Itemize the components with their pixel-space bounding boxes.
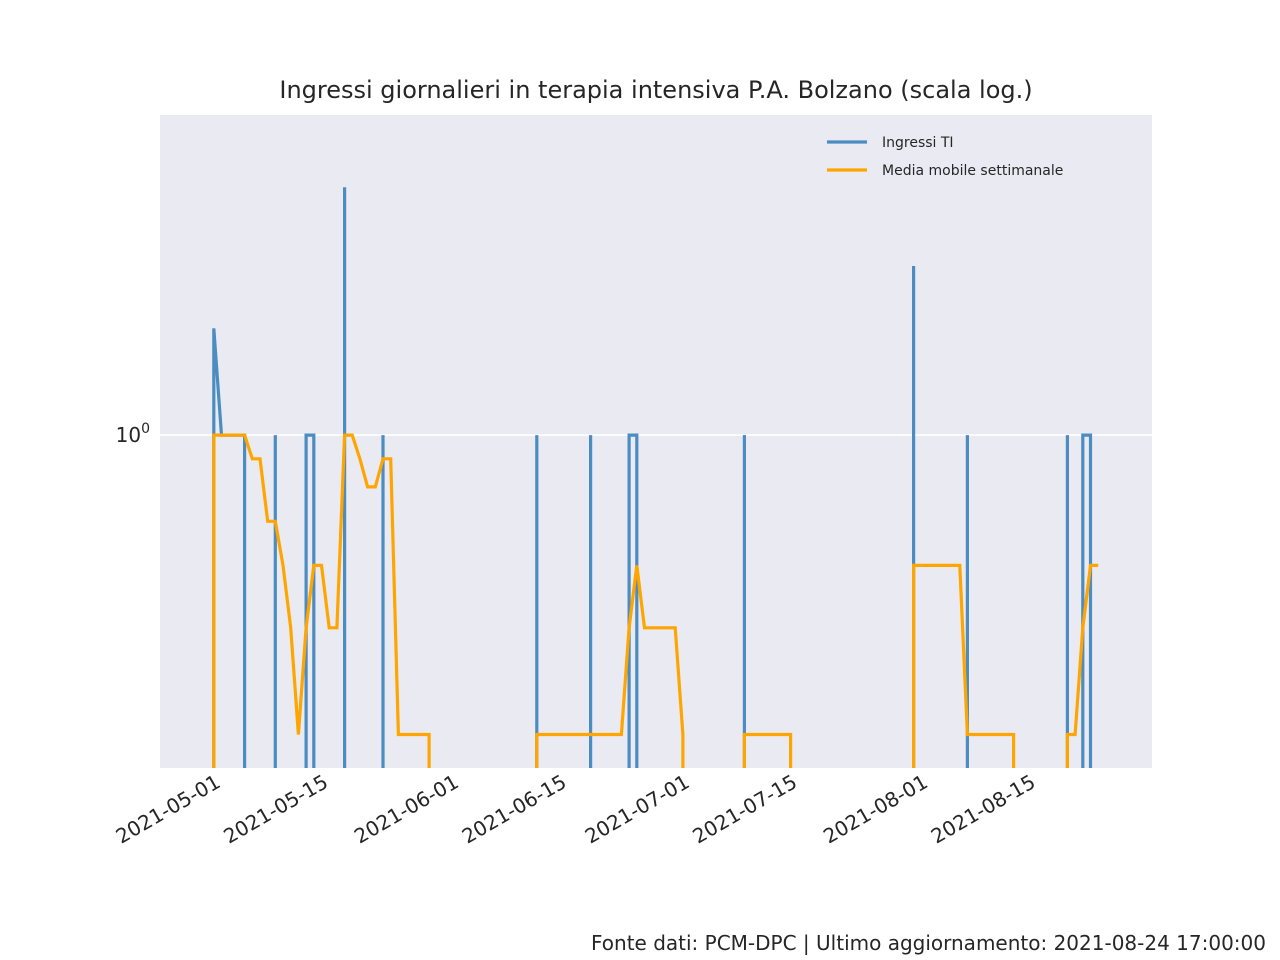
y-axis-ticks: 100 (116, 421, 150, 447)
series-line-media (212, 433, 1099, 768)
x-tick-label: 2021-07-15 (688, 770, 801, 849)
x-tick-label: 2021-05-01 (112, 770, 225, 849)
legend-label-media: Media mobile settimanale (882, 163, 1063, 179)
x-tick-label: 2021-08-01 (819, 770, 932, 849)
x-tick-label: 2021-06-15 (458, 770, 571, 849)
legend: Ingressi TI Media mobile settimanale (827, 135, 1063, 179)
y-tick-label: 100 (116, 421, 150, 447)
series-line-ingressi (212, 187, 1093, 768)
source-note: Fonte dati: PCM-DPC | Ultimo aggiornamen… (591, 931, 1266, 955)
series-group (212, 187, 1099, 768)
x-tick-label: 2021-06-01 (350, 770, 463, 849)
x-tick-label: 2021-08-15 (927, 770, 1040, 849)
plot-area (160, 115, 1152, 768)
x-tick-label: 2021-05-15 (219, 770, 332, 849)
x-tick-label: 2021-07-01 (581, 770, 694, 849)
chart-title: Ingressi giornalieri in terapia intensiv… (279, 76, 1032, 104)
legend-label-ingressi: Ingressi TI (882, 135, 954, 151)
